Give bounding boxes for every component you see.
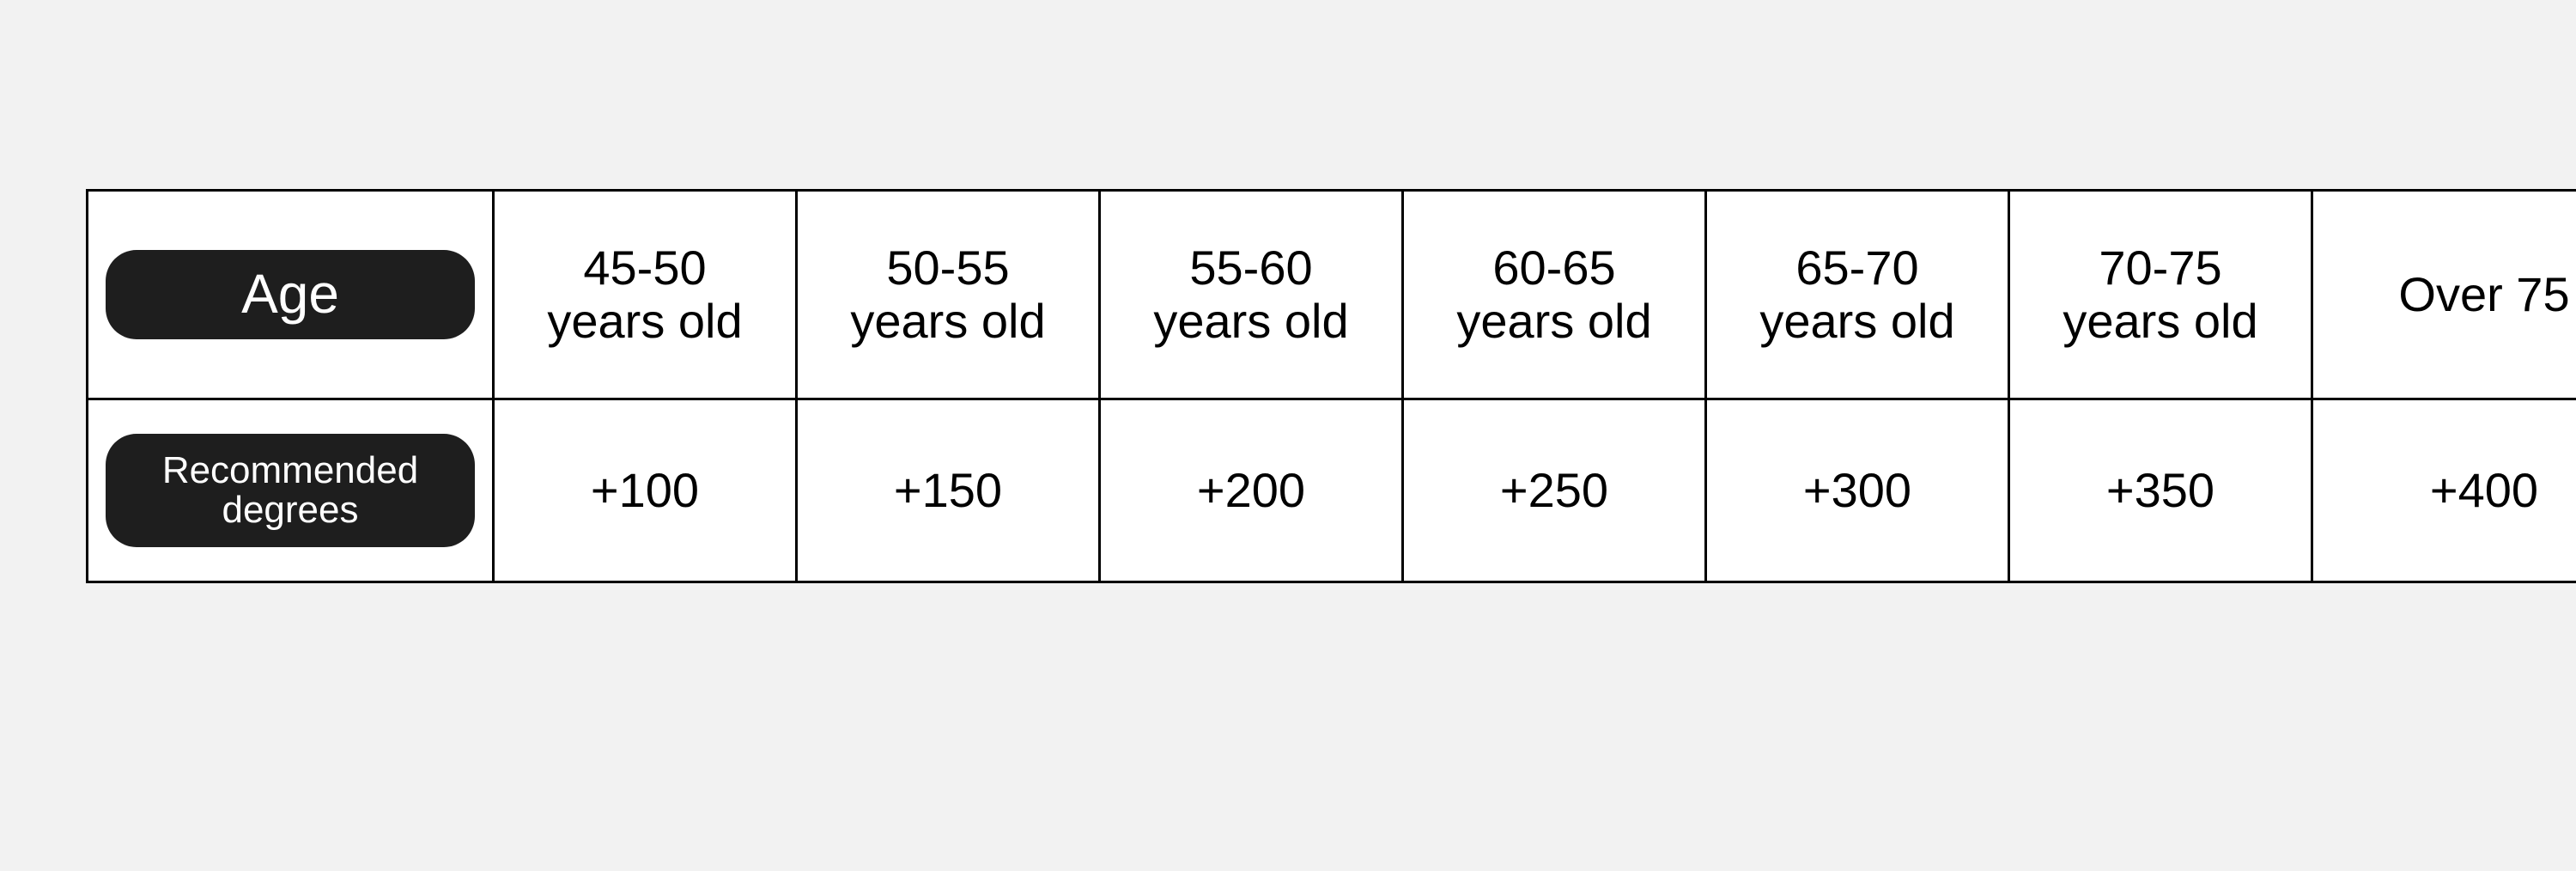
age-range-unit: years old (1104, 295, 1398, 348)
age-cell: 60-65 years old (1403, 191, 1706, 399)
age-range-label: Over 75 (2317, 268, 2576, 321)
age-cell: 50-55 years old (797, 191, 1100, 399)
degree-cell: +250 (1403, 399, 1706, 582)
table-row: Age 45-50 years old 50-55 years old 55-6… (88, 191, 2576, 399)
reading-glasses-table: Age 45-50 years old 50-55 years old 55-6… (86, 189, 2576, 583)
page-wrapper: Age 45-50 years old 50-55 years old 55-6… (0, 0, 2576, 583)
row-label-cell-degrees: Recommendeddegrees (88, 399, 494, 582)
degree-value: +100 (591, 463, 699, 517)
age-range-value: 70-75 (2014, 241, 2307, 295)
age-range-unit: years old (801, 295, 1095, 348)
age-range-value: 50-55 (801, 241, 1095, 295)
degree-value: +150 (894, 463, 1002, 517)
age-cell: 45-50 years old (494, 191, 797, 399)
age-cell: 55-60 years old (1100, 191, 1403, 399)
age-range-unit: years old (498, 295, 792, 348)
degree-value: +250 (1500, 463, 1608, 517)
table-row: Recommendeddegrees +100 +150 +200 +250 +… (88, 399, 2576, 582)
age-range-value: 55-60 (1104, 241, 1398, 295)
degree-cell: +400 (2312, 399, 2576, 582)
degree-cell: +100 (494, 399, 797, 582)
age-range-unit: years old (1710, 295, 2004, 348)
age-range-unit: years old (1407, 295, 1701, 348)
row-label-cell-age: Age (88, 191, 494, 399)
degree-value: +200 (1197, 463, 1305, 517)
age-range-unit: years old (2014, 295, 2307, 348)
age-range-value: 65-70 (1710, 241, 2004, 295)
degree-cell: +150 (797, 399, 1100, 582)
degree-cell: +350 (2009, 399, 2312, 582)
age-label-pill: Age (106, 250, 475, 338)
degree-value: +400 (2430, 463, 2538, 517)
age-cell: 65-70 years old (1706, 191, 2009, 399)
recommended-label-pill: Recommendeddegrees (106, 434, 475, 547)
age-range-value: 45-50 (498, 241, 792, 295)
degree-cell: +200 (1100, 399, 1403, 582)
degree-value: +300 (1803, 463, 1911, 517)
degree-cell: +300 (1706, 399, 2009, 582)
age-cell: Over 75 (2312, 191, 2576, 399)
age-cell: 70-75 years old (2009, 191, 2312, 399)
degree-value: +350 (2106, 463, 2215, 517)
age-range-value: 60-65 (1407, 241, 1701, 295)
